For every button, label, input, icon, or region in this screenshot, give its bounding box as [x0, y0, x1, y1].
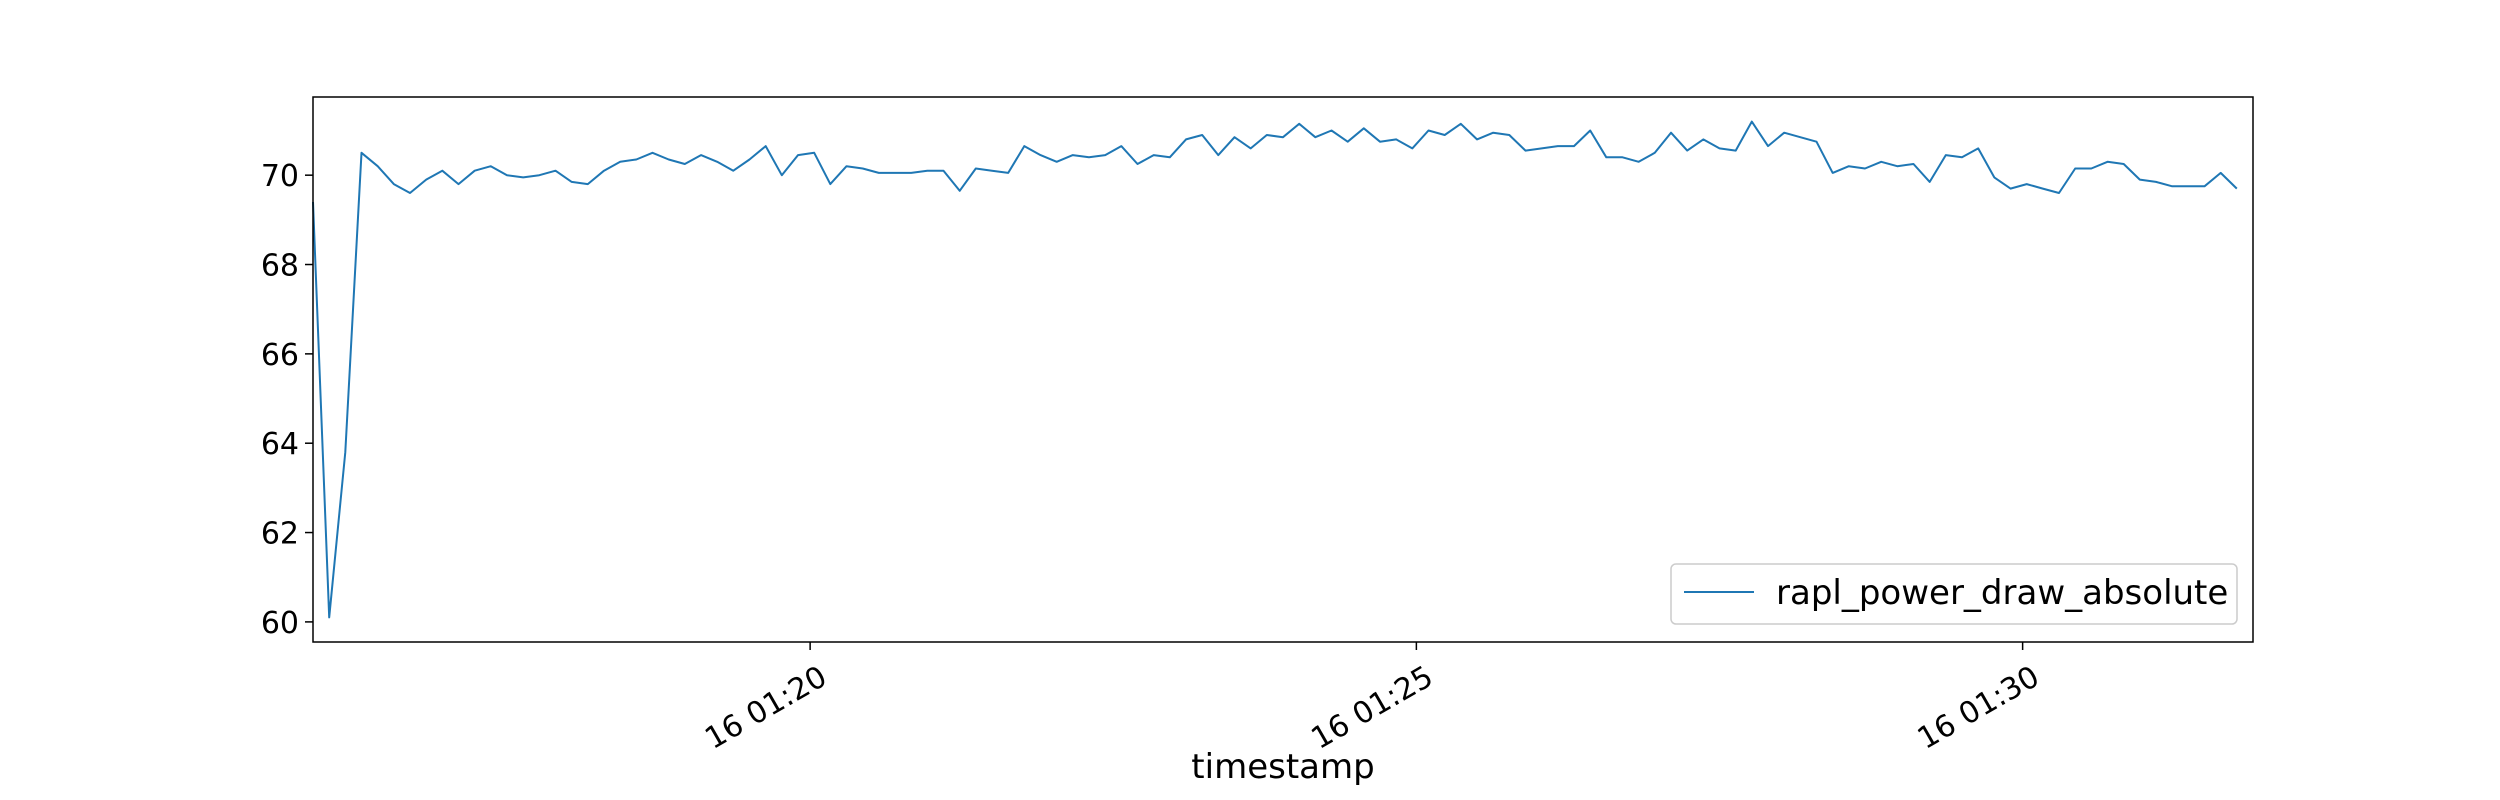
legend: rapl_power_draw_absolute [1670, 563, 2238, 625]
series-layer [312, 120, 2238, 619]
y-tick-label: 64 [261, 427, 299, 462]
series-line [312, 120, 2238, 619]
y-tick-label: 68 [261, 249, 299, 284]
x-axis-label: timestamp [1191, 747, 1374, 787]
y-tick-label: 60 [261, 606, 299, 641]
y-tick-label: 70 [261, 159, 299, 194]
axes-frame [312, 96, 2254, 643]
legend-label: rapl_power_draw_absolute [1776, 573, 2228, 613]
legend-box [1670, 563, 2238, 625]
y-tick-label: 62 [261, 517, 299, 552]
axes-background [313, 97, 2253, 642]
y-tick-label: 66 [261, 338, 299, 373]
plot-area [312, 96, 2254, 643]
y-axis: 60 62 64 66 68 70 [261, 159, 313, 641]
